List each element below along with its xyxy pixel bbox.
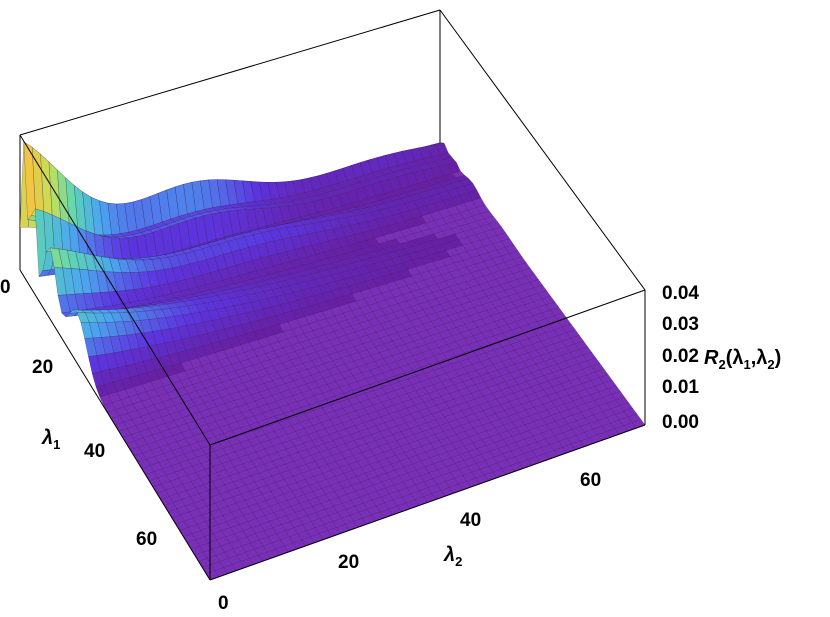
- y-tick-label: 20: [338, 552, 359, 573]
- x-axis-label: λ1: [41, 427, 60, 452]
- surface-mesh: [19, 141, 646, 581]
- x-tick-label: 60: [136, 529, 157, 550]
- x-tick-label: 0: [0, 277, 11, 298]
- box-edge: [209, 424, 646, 581]
- x-tick-label: 40: [84, 441, 105, 462]
- bounding-box-back: [19, 9, 646, 291]
- bounding-box-front: [19, 134, 646, 581]
- z-tick-label: 0.04: [662, 283, 699, 304]
- z-tick-label: 0.00: [662, 412, 699, 433]
- y-axis-label: λ2: [443, 544, 462, 569]
- z-axis-label: R2(λ1,λ2): [704, 347, 781, 372]
- box-edge: [19, 269, 211, 581]
- box-edge: [19, 9, 441, 136]
- x-tick-label: 20: [32, 357, 53, 378]
- y-tick-label: 60: [580, 470, 601, 491]
- z-tick-label: 0.01: [662, 377, 699, 398]
- box-edge: [209, 289, 646, 446]
- z-tick-label: 0.03: [662, 314, 699, 335]
- box-edge: [19, 134, 211, 446]
- y-tick-label: 40: [460, 510, 481, 531]
- box-edge: [439, 9, 646, 291]
- z-tick-label: 0.02: [662, 346, 699, 367]
- y-tick-label: 0: [218, 593, 229, 614]
